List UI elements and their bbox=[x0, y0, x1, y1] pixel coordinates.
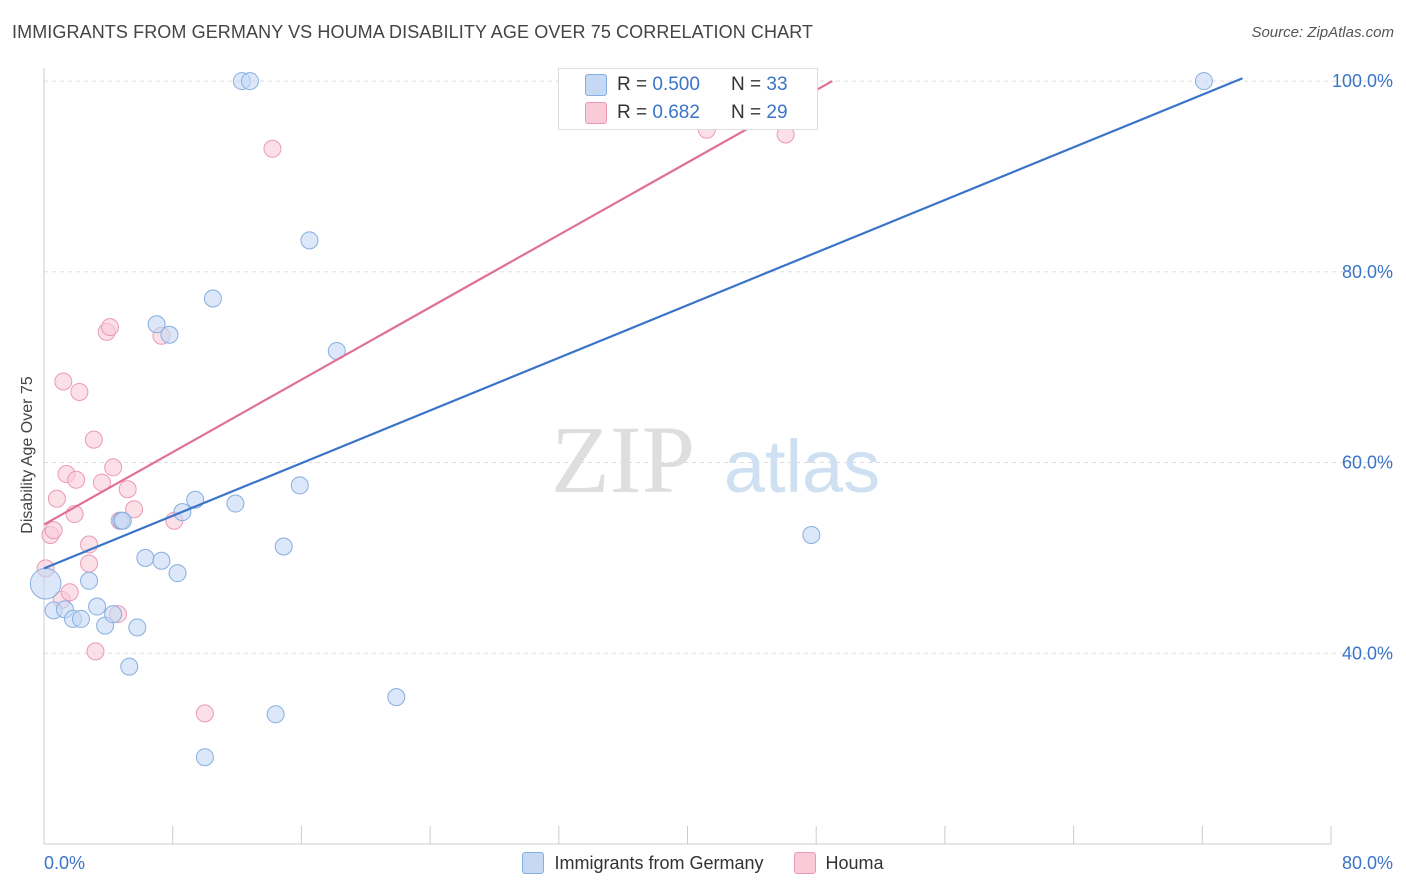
y-tick-labels: 40.0% 60.0% 80.0% 100.0% bbox=[1332, 71, 1393, 663]
series-legend: Immigrants from Germany Houma bbox=[0, 852, 1406, 874]
watermark-zip: ZIP bbox=[551, 406, 695, 513]
y-axis-label: Disability Age Over 75 bbox=[19, 376, 36, 534]
germany-point bbox=[203, 289, 222, 308]
houma-point bbox=[70, 382, 89, 401]
houma-n: N = 29 bbox=[731, 102, 788, 123]
watermark: ZIP atlas bbox=[551, 406, 880, 513]
germany-point bbox=[168, 564, 187, 583]
germany-point bbox=[113, 511, 132, 530]
germany-point bbox=[104, 605, 123, 624]
houma-point bbox=[44, 521, 63, 540]
germany-point bbox=[160, 325, 179, 344]
germany-point bbox=[147, 315, 166, 334]
houma-r: R = 0.682 bbox=[617, 102, 700, 123]
houma-point bbox=[86, 642, 105, 661]
trendlines bbox=[43, 77, 1243, 570]
houma-point bbox=[60, 583, 79, 602]
houma-point bbox=[104, 458, 123, 477]
germany-point bbox=[802, 526, 821, 545]
germany-point bbox=[80, 571, 99, 590]
germany-point bbox=[195, 748, 214, 767]
houma-point bbox=[84, 430, 103, 449]
legend-label-houma: Houma bbox=[825, 852, 884, 873]
legend-item-houma: Houma bbox=[793, 852, 884, 874]
germany-swatch bbox=[585, 74, 607, 96]
germany-point bbox=[266, 705, 285, 724]
houma-point bbox=[67, 470, 86, 489]
germany-point bbox=[240, 72, 259, 91]
houma-trendline bbox=[43, 80, 833, 526]
germany-point bbox=[120, 657, 139, 676]
x-tick-labels: 0.0% 80.0% bbox=[44, 853, 1393, 873]
y-tick-label: 40.0% bbox=[1342, 643, 1393, 663]
germany-point bbox=[274, 537, 293, 556]
germany-point bbox=[152, 551, 171, 570]
germany-point bbox=[72, 609, 91, 628]
germany-r: R = 0.500 bbox=[617, 74, 700, 95]
y-tick-label: 80.0% bbox=[1342, 262, 1393, 282]
stats-legend: R = 0.500 N = 33 R = 0.682 N = 29 bbox=[558, 68, 818, 130]
x-tick-label-max: 80.0% bbox=[1342, 853, 1393, 873]
houma-point bbox=[125, 500, 144, 519]
germany-n: N = 33 bbox=[731, 74, 788, 95]
germany-point bbox=[88, 597, 107, 616]
germany-point bbox=[128, 618, 147, 637]
legend-label-germany: Immigrants from Germany bbox=[554, 852, 764, 873]
watermark-atlas: atlas bbox=[724, 425, 880, 508]
germany-point bbox=[29, 567, 62, 600]
germany-point bbox=[290, 476, 309, 495]
houma-point bbox=[47, 489, 66, 508]
houma-point bbox=[195, 704, 214, 723]
germany-point bbox=[387, 688, 406, 707]
source-label: Source: ZipAtlas.com bbox=[1251, 24, 1394, 41]
germany-point bbox=[1194, 72, 1213, 91]
germany-point bbox=[136, 548, 155, 567]
houma-point bbox=[263, 139, 282, 158]
germany-point bbox=[300, 231, 319, 250]
houma-point bbox=[100, 318, 119, 337]
houma-point bbox=[118, 480, 137, 499]
chart-title: IMMIGRANTS FROM GERMANY VS HOUMA DISABIL… bbox=[12, 22, 814, 42]
germany-point bbox=[226, 494, 245, 513]
houma-point bbox=[54, 372, 73, 391]
gridlines bbox=[44, 80, 1394, 654]
germany-trendline bbox=[43, 77, 1243, 570]
axes bbox=[43, 68, 1332, 845]
legend-swatch-germany bbox=[522, 852, 545, 874]
legend-item-germany: Immigrants from Germany bbox=[522, 852, 764, 874]
x-tick-label-min: 0.0% bbox=[44, 853, 85, 873]
y-tick-label: 100.0% bbox=[1332, 71, 1393, 91]
legend-swatch-houma bbox=[793, 852, 816, 874]
houma-swatch bbox=[585, 102, 607, 124]
y-tick-label: 60.0% bbox=[1342, 453, 1393, 473]
houma-point bbox=[80, 554, 99, 573]
